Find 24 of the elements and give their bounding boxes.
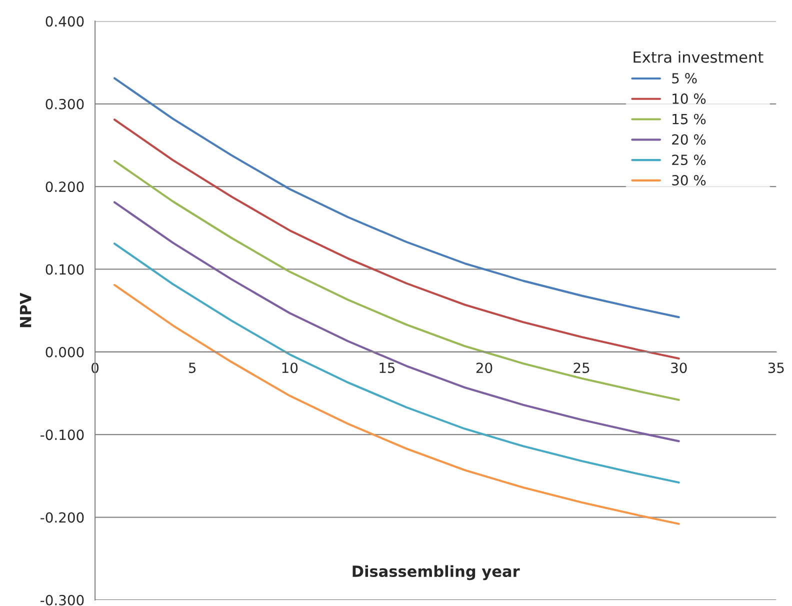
y-tick-label: 0.300 (46, 98, 84, 110)
x-axis-title: Disassembling year (352, 565, 520, 580)
y-tick-label: -0.300 (40, 594, 84, 606)
legend-title: Extra investment (634, 51, 764, 63)
x-tick-label: 30 (671, 362, 687, 374)
x-tick-label: 15 (380, 362, 395, 374)
x-tick-label: 10 (282, 362, 298, 374)
legend-label: 10 % (672, 93, 706, 104)
y-tick-label: -0.200 (40, 512, 84, 523)
legend-label: 30 % (672, 174, 706, 186)
y-axis-title: NPV (20, 292, 32, 328)
x-tick-label: 35 (768, 362, 784, 374)
y-tick-label: 0.400 (46, 16, 84, 27)
x-tick-label: 5 (188, 362, 196, 374)
y-tick-label: 0.000 (46, 346, 84, 358)
x-tick-label: 25 (574, 362, 590, 374)
y-tick-label: 0.200 (46, 182, 84, 192)
legend-label: 25 % (672, 154, 706, 166)
y-tick-label: -0.100 (40, 430, 84, 440)
legend-label: 20 % (672, 134, 706, 145)
legend-label: 15 % (672, 114, 706, 124)
x-tick-label: 20 (476, 362, 492, 374)
y-tick-label: 0.100 (46, 264, 84, 275)
legend-label: 5 % (672, 73, 697, 84)
